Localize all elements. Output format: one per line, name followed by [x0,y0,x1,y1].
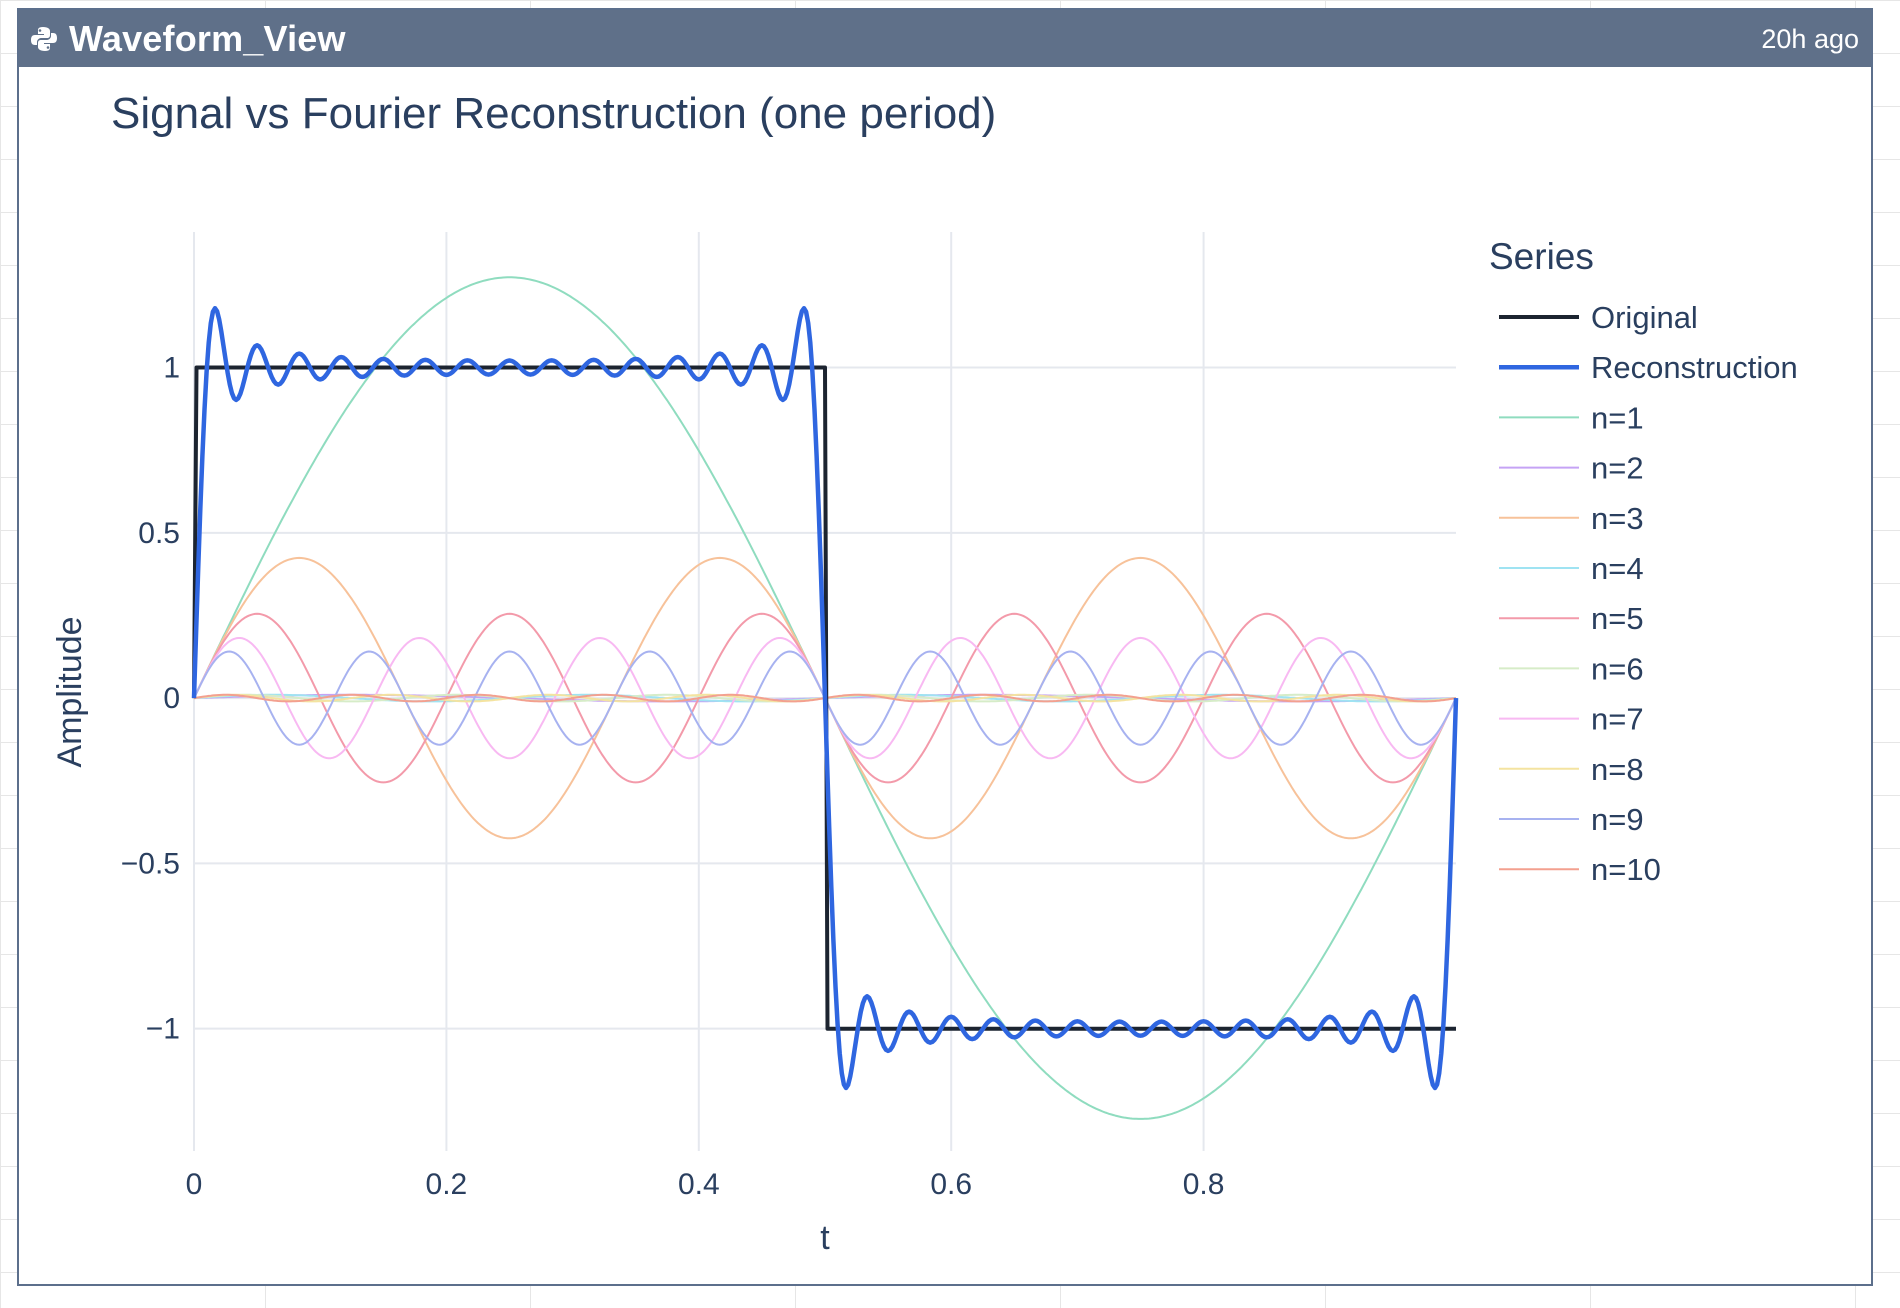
y-tick-label: 0.5 [138,517,180,550]
chart-title: Signal vs Fourier Reconstruction (one pe… [111,89,996,138]
legend-label: n=6 [1591,651,1644,686]
panel-header: Waveform_View 20h ago [19,10,1871,67]
series-lines [191,276,1459,1120]
y-tick-label: −1 [146,1013,180,1046]
y-axis-label: Amplitude [51,616,89,767]
x-tick-label: 0 [186,1168,203,1201]
legend-title: Series [1489,236,1594,277]
legend-label: Reconstruction [1591,350,1798,385]
fourier-chart: Signal vs Fourier Reconstruction (one pe… [51,89,1798,1257]
legend-label: n=2 [1591,451,1644,486]
chart-area: Signal vs Fourier Reconstruction (one pe… [19,67,1871,1284]
legend: Series Original Reconstruction n=1 n=2 n=3 n=… [1489,236,1798,887]
legend-label: Original [1591,300,1698,335]
x-tick-label: 0.2 [426,1168,468,1201]
chart-panel: Waveform_View 20h ago Signal vs Fourier … [17,8,1873,1286]
y-tick-label: −0.5 [121,847,180,880]
x-axis-label: t [820,1219,830,1257]
legend-label: n=10 [1591,852,1661,887]
legend-label: n=7 [1591,702,1644,737]
y-tick-label: 1 [163,352,180,385]
series-line-reconstruction [191,305,1459,1091]
x-tick-label: 0.8 [1183,1168,1225,1201]
y-tick-label: 0 [163,682,180,715]
panel-title: Waveform_View [69,17,346,59]
x-tick-label: 0.6 [930,1168,972,1201]
axis-ticks: 0 0.2 0.4 0.6 0.8 1 0.5 0 −0.5 −1 [121,352,1225,1201]
series-line-original [192,365,1456,1031]
x-tick-label: 0.4 [678,1168,720,1201]
legend-label: n=1 [1591,400,1644,435]
panel-timestamp: 20h ago [1761,24,1859,54]
legend-label: n=9 [1591,802,1644,837]
legend-label: n=8 [1591,752,1644,787]
python-icon [31,26,57,51]
legend-label: n=4 [1591,551,1644,586]
legend-label: n=5 [1591,601,1644,636]
legend-label: n=3 [1591,501,1644,536]
